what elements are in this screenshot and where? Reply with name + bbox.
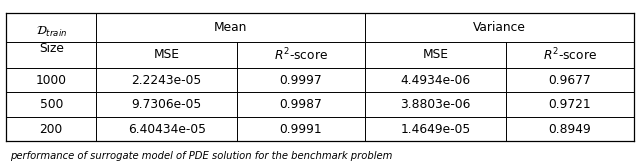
Text: 6.40434e-05: 6.40434e-05	[127, 123, 205, 136]
Text: 4.4934e-06: 4.4934e-06	[401, 74, 470, 87]
Text: Variance: Variance	[473, 21, 525, 34]
Text: 1.4649e-05: 1.4649e-05	[401, 123, 470, 136]
Text: MSE: MSE	[154, 48, 180, 61]
Text: 9.7306e-05: 9.7306e-05	[132, 98, 202, 111]
Text: 0.8949: 0.8949	[548, 123, 591, 136]
Text: Mean: Mean	[214, 21, 247, 34]
Text: 1000: 1000	[36, 74, 67, 87]
Text: 3.8803e-06: 3.8803e-06	[400, 98, 470, 111]
Text: 0.9721: 0.9721	[548, 98, 591, 111]
Text: 2.2243e-05: 2.2243e-05	[132, 74, 202, 87]
Text: 0.9987: 0.9987	[280, 98, 323, 111]
Text: 0.9991: 0.9991	[280, 123, 323, 136]
Text: $\mathcal{D}_{train}$
Size: $\mathcal{D}_{train}$ Size	[36, 25, 67, 55]
Text: 500: 500	[40, 98, 63, 111]
Text: 200: 200	[40, 123, 63, 136]
Text: 0.9677: 0.9677	[548, 74, 591, 87]
Text: 0.9997: 0.9997	[280, 74, 323, 87]
Text: $R^2$-score: $R^2$-score	[543, 47, 597, 63]
Text: $R^2$-score: $R^2$-score	[274, 47, 328, 63]
Text: performance of surrogate model of PDE solution for the benchmark problem: performance of surrogate model of PDE so…	[10, 151, 392, 161]
Text: MSE: MSE	[422, 48, 449, 61]
